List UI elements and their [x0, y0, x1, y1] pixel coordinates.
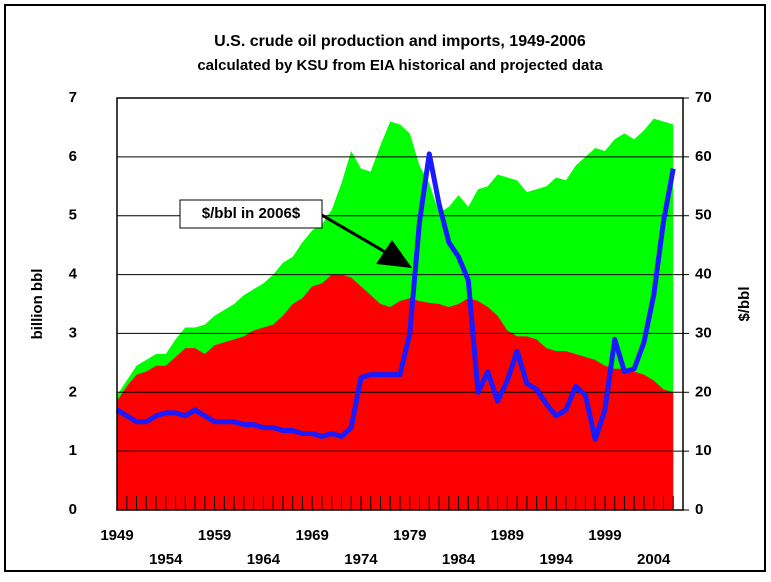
x-tick-label: 1949 [100, 527, 133, 544]
y-tick-label: 2 [69, 383, 77, 400]
chart-subtitle: calculated by KSU from EIA historical an… [197, 57, 603, 74]
y2-tick-label: 0 [695, 501, 703, 518]
annotation-arrow-shaft [319, 212, 393, 258]
chart-title: U.S. crude oil production and imports, 1… [214, 33, 586, 50]
x-tick-label: 1989 [491, 527, 524, 544]
plot-border [116, 97, 684, 511]
annotation: $/bbl in 2006$ [202, 205, 301, 222]
y2-tick-label: 70 [695, 89, 712, 106]
y-tick-label: 1 [69, 442, 77, 459]
y2-tick-label: 10 [695, 442, 712, 459]
y2-tick-label: 30 [695, 324, 712, 341]
y-axis-label: billion bbl [29, 269, 46, 340]
x-tick-label: 1954 [149, 551, 183, 568]
x-tick-label: 1979 [393, 527, 426, 544]
annotation-arrowhead [376, 240, 412, 268]
y-tick-label: 3 [69, 324, 77, 341]
y2-tick-label: 60 [695, 148, 712, 165]
y2-axis-label: $/bbl [736, 286, 753, 321]
x-tick-label: 1959 [198, 527, 231, 544]
y-tick-label: 6 [69, 148, 77, 165]
y2-tick-label: 40 [695, 266, 712, 283]
y2-tick-label: 50 [695, 207, 712, 224]
x-tick-label: 1974 [344, 551, 378, 568]
x-tick-label: 1964 [247, 551, 281, 568]
annotation-box [179, 199, 323, 229]
x-tick-label: 1994 [539, 551, 573, 568]
y-tick-label: 0 [69, 501, 77, 518]
x-tick-label: 1999 [588, 527, 621, 544]
y-tick-label: 7 [69, 89, 77, 106]
y-tick-label: 4 [69, 266, 78, 283]
x-tick-label: 2004 [637, 551, 671, 568]
y-tick-label: 5 [69, 207, 77, 224]
line [115, 151, 676, 442]
x-tick-label: 1969 [295, 527, 328, 544]
x-tick-label: 1984 [442, 551, 476, 568]
y2-tick-label: 20 [695, 383, 712, 400]
